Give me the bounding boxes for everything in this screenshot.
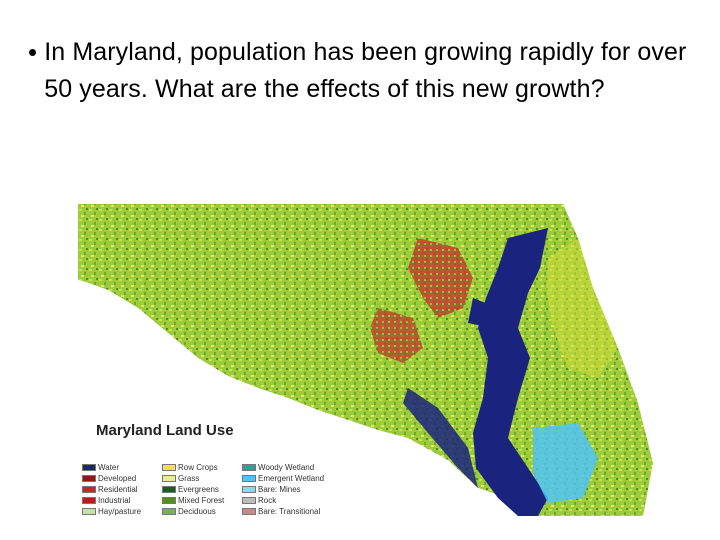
legend-item: Evergreens	[162, 484, 224, 495]
legend-label: Water	[98, 463, 120, 472]
legend-item: Row Crops	[162, 462, 224, 473]
legend-label: Industrial	[98, 496, 131, 505]
legend-swatch	[242, 508, 256, 515]
legend-swatch	[162, 464, 176, 471]
legend-swatch	[162, 475, 176, 482]
legend-swatch	[82, 475, 96, 482]
legend-swatch	[82, 497, 96, 504]
bay-tributary	[468, 298, 498, 328]
legend-swatch	[242, 475, 256, 482]
legend-label: Developed	[98, 474, 137, 483]
legend-item: Emergent Wetland	[242, 473, 324, 484]
legend-label: Mixed Forest	[178, 496, 225, 505]
legend-label: Emergent Wetland	[258, 474, 325, 483]
bullet-marker: •	[28, 37, 38, 67]
legend-item: Residential	[82, 484, 141, 495]
legend-label: Grass	[178, 474, 200, 483]
legend-item: Hay/pasture	[82, 506, 141, 517]
urban-baltimore	[408, 238, 473, 318]
legend-column-1: Water Developed Residential Industrial H…	[82, 462, 141, 517]
legend-item: Developed	[82, 473, 141, 484]
urban-dc	[370, 308, 423, 363]
legend-swatch	[242, 486, 256, 493]
wetlands	[533, 423, 598, 503]
map-title: Maryland Land Use	[96, 422, 234, 439]
legend-item: Rock	[242, 495, 324, 506]
eastern-shore	[546, 238, 618, 378]
legend-swatch	[242, 497, 256, 504]
map-legend: Water Developed Residential Industrial H…	[82, 462, 342, 518]
legend-swatch	[162, 508, 176, 515]
legend-swatch	[162, 486, 176, 493]
legend-item: Bare: Transitional	[242, 506, 324, 517]
chesapeake-bay	[473, 228, 548, 516]
potomac-river	[403, 388, 478, 488]
bullet-text: In Maryland, population has been growing…	[44, 38, 687, 103]
legend-label: Hay/pasture	[98, 507, 142, 516]
bullet-point: • In Maryland, population has been growi…	[28, 34, 698, 108]
legend-item: Mixed Forest	[162, 495, 224, 506]
legend-swatch	[82, 464, 96, 471]
legend-label: Residential	[98, 485, 138, 494]
legend-column-3: Woody Wetland Emergent Wetland Bare: Min…	[242, 462, 324, 517]
maryland-land-use-map	[78, 204, 653, 516]
legend-swatch	[82, 508, 96, 515]
legend-swatch	[162, 497, 176, 504]
legend-item: Bare: Mines	[242, 484, 324, 495]
legend-column-2: Row Crops Grass Evergreens Mixed Forest …	[162, 462, 224, 517]
legend-label: Evergreens	[178, 485, 219, 494]
legend-swatch	[82, 486, 96, 493]
legend-label: Deciduous	[178, 507, 216, 516]
legend-item: Woody Wetland	[242, 462, 324, 473]
legend-label: Row Crops	[178, 463, 218, 472]
legend-label: Bare: Transitional	[258, 507, 321, 516]
legend-swatch	[242, 464, 256, 471]
legend-item: Industrial	[82, 495, 141, 506]
legend-label: Rock	[258, 496, 277, 505]
legend-item: Grass	[162, 473, 224, 484]
legend-item: Deciduous	[162, 506, 224, 517]
southwest-blank	[78, 282, 528, 516]
legend-item: Water	[82, 462, 141, 473]
legend-label: Woody Wetland	[258, 463, 315, 472]
legend-label: Bare: Mines	[258, 485, 301, 494]
